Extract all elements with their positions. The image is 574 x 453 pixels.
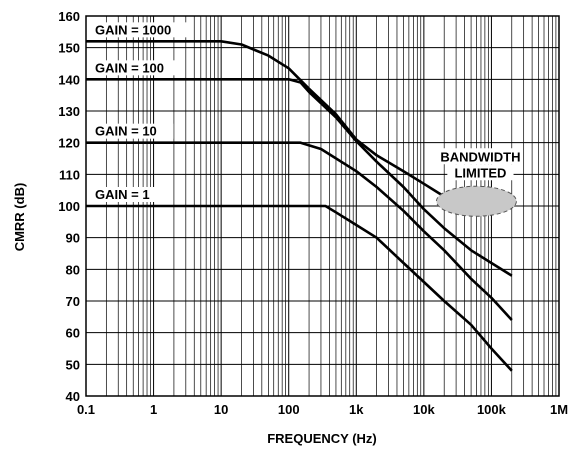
y-tick-label: 140: [58, 72, 80, 87]
y-tick-label: 110: [59, 167, 80, 182]
y-tick-labels: 40 50 60 70 80 90 100 110 120 130 140 150 160: [58, 9, 80, 404]
series-line: [86, 141, 513, 321]
series-label: GAIN = 1000: [95, 22, 171, 37]
annotation-label-background: [447, 164, 514, 181]
y-tick-label: 80: [66, 262, 80, 277]
x-axis-title: FREQUENCY (Hz): [267, 431, 377, 446]
x-tick-label: 100k: [477, 402, 507, 417]
y-tick-label: 150: [58, 41, 80, 56]
series-line: [86, 78, 513, 277]
y-tick-label: 120: [58, 136, 80, 151]
x-tick-label: 1k: [349, 402, 364, 417]
y-tick-label: 100: [58, 199, 80, 214]
x-tick-label: 100: [278, 402, 300, 417]
series-label-background: [92, 187, 166, 202]
x-tick-label: 1M: [550, 402, 568, 417]
x-tick-label: 10: [214, 402, 228, 417]
y-tick-label: 160: [58, 9, 80, 24]
series-label: GAIN = 10: [95, 124, 157, 139]
series-line: [86, 204, 513, 372]
x-tick-label: 10k: [413, 402, 435, 417]
series-label: GAIN = 100: [95, 60, 164, 75]
y-tick-label: 90: [66, 231, 80, 246]
series-label: GAIN = 1: [95, 187, 150, 202]
annotation-label: BANDWIDTH: [440, 149, 520, 164]
x-tick-label: 1: [150, 402, 157, 417]
annotation-label: LIMITED: [454, 165, 506, 180]
plot-border: [85, 15, 560, 397]
y-tick-label: 70: [66, 294, 80, 309]
y-tick-label: 50: [66, 357, 80, 372]
series-label-background: [92, 22, 191, 38]
x-tick-labels: 0.1 1 10 100 1k 10k 100k 1M: [77, 402, 568, 417]
y-axis-title: CMRR (dB): [12, 183, 27, 252]
plot-frame: [85, 15, 560, 397]
y-tick-label: 60: [66, 326, 80, 341]
series-label-background: [92, 123, 174, 139]
annotation-label-background: [438, 148, 523, 165]
y-tick-label: 130: [58, 104, 80, 119]
bandwidth-limited-ellipse: [435, 185, 517, 217]
x-tick-label: 0.1: [77, 402, 95, 417]
series-label-background: [92, 60, 182, 76]
series-labels: GAIN = 1000 GAIN = 100 GAIN = 10 GAIN = 1: [92, 22, 191, 202]
y-tick-label: 40: [66, 389, 80, 404]
